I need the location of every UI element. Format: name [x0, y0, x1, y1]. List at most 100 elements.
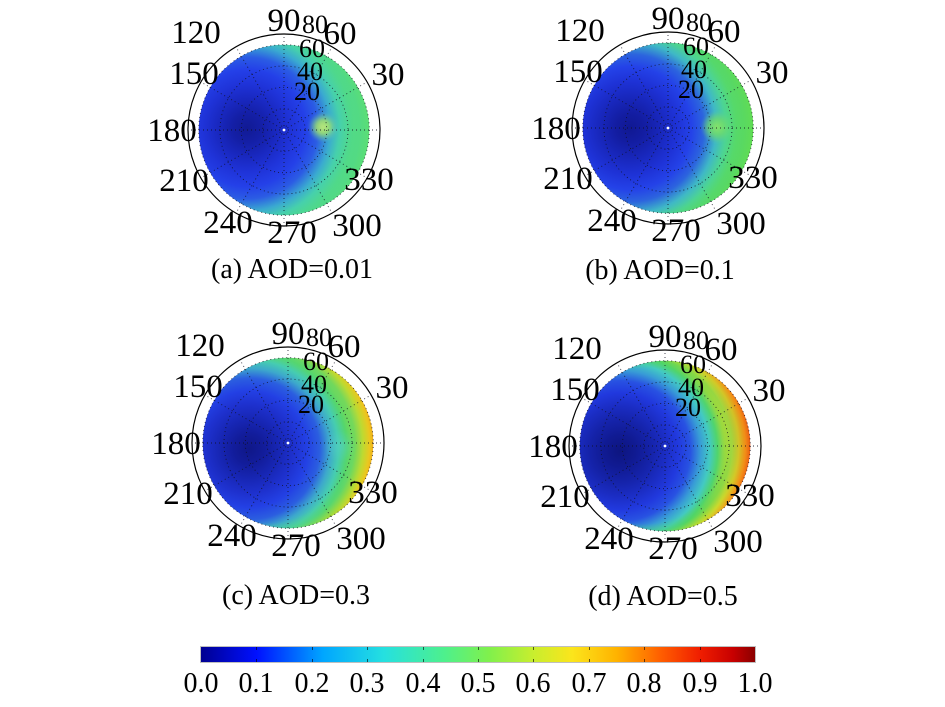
zenith-label-80: 80	[686, 8, 712, 37]
zenith-label-60: 60	[683, 32, 709, 61]
azimuth-label-60: 60	[708, 14, 741, 50]
azimuth-label-30: 30	[756, 55, 789, 91]
azimuth-label-30: 30	[372, 57, 405, 93]
zenith-label-20: 20	[675, 393, 701, 422]
polar-plot-d: 30 60 90 120 150 180 210 240 270 300 330…	[528, 319, 786, 567]
azimuth-label-210: 210	[543, 161, 593, 197]
center-dot	[666, 126, 670, 130]
zenith-label-60: 60	[303, 347, 329, 376]
azimuth-label-210: 210	[540, 479, 590, 515]
colorbar-label-0.0: 0.0	[183, 668, 219, 699]
azimuth-label-30: 30	[753, 373, 786, 409]
colorbar-tick	[644, 647, 646, 650]
azimuth-label-180: 180	[531, 111, 581, 147]
colorbar-label-0.3: 0.3	[349, 668, 385, 699]
colorbar-tick	[478, 647, 479, 650]
azimuth-label-210: 210	[159, 163, 209, 199]
azimuth-label-240: 240	[584, 521, 634, 557]
azimuth-label-210: 210	[163, 476, 213, 512]
colorbar-tick	[478, 659, 479, 662]
zenith-tick-labels: 20 40 60 80	[675, 326, 709, 422]
azimuth-label-270: 270	[267, 215, 317, 251]
polar-grid	[188, 34, 380, 226]
zenith-label-20: 20	[678, 75, 704, 104]
caption-plot-d: (d) AOD=0.5	[588, 581, 738, 612]
azimuth-label-30: 30	[376, 370, 409, 406]
azimuth-label-90: 90	[268, 3, 301, 39]
azimuth-label-300: 300	[716, 206, 766, 242]
azimuth-label-270: 270	[651, 213, 701, 249]
outer-axis-circle	[191, 346, 385, 540]
azimuth-tick-labels: 30 60 90 120 150 180 210 240 270 300 330	[147, 3, 404, 251]
colorbar-tick	[533, 647, 535, 650]
colorbar-label-0.7: 0.7	[571, 668, 607, 699]
colorbar-label-0.4: 0.4	[405, 668, 441, 699]
zenith-label-80: 80	[306, 323, 332, 352]
zenith-label-60: 60	[299, 34, 325, 63]
zenith-label-40: 40	[678, 373, 704, 402]
azimuth-label-180: 180	[151, 426, 201, 462]
caption-plot-a: (a) AOD=0.01	[211, 254, 373, 285]
azimuth-label-120: 120	[555, 13, 605, 49]
colorbar-tick	[533, 659, 535, 662]
zenith-label-60: 60	[680, 350, 706, 379]
azimuth-label-90: 90	[649, 319, 682, 355]
azimuth-label-270: 270	[648, 531, 698, 567]
colorbar-tick	[311, 647, 313, 650]
azimuth-label-90: 90	[652, 1, 685, 37]
polar-grid	[572, 32, 764, 224]
zenith-label-20: 20	[294, 77, 320, 106]
colorbar-label-0.5: 0.5	[460, 668, 496, 699]
azimuth-label-120: 120	[175, 328, 225, 364]
colorbar-label-0.1: 0.1	[238, 668, 274, 699]
azimuth-label-60: 60	[324, 16, 357, 52]
polar-plot-a: 30 60 90 120 150 180 210 240 270 300 330…	[147, 3, 404, 251]
azimuth-label-90: 90	[272, 316, 305, 352]
center-dot	[663, 444, 667, 448]
colorbar-tick	[699, 659, 701, 662]
azimuth-label-240: 240	[587, 203, 637, 239]
azimuth-label-180: 180	[147, 113, 197, 149]
sun-glint-spot	[324, 430, 356, 462]
azimuth-label-270: 270	[271, 528, 321, 564]
outer-axis-circle	[571, 31, 765, 225]
outer-axis-circle	[187, 33, 381, 227]
azimuth-label-330: 330	[725, 478, 775, 514]
colorbar-tick	[256, 659, 258, 662]
azimuth-label-300: 300	[713, 524, 763, 560]
colorbar-tick	[588, 659, 590, 662]
zenith-label-80: 80	[683, 326, 709, 355]
azimuth-label-240: 240	[207, 518, 257, 554]
colorbar-label-0.8: 0.8	[626, 668, 662, 699]
colorbar-tick	[422, 647, 424, 650]
azimuth-label-300: 300	[332, 208, 382, 244]
azimuth-label-150: 150	[550, 372, 600, 408]
azimuth-label-60: 60	[705, 332, 738, 368]
jet-colorbar	[200, 646, 756, 663]
azimuth-label-150: 150	[553, 54, 603, 90]
polar-grid	[192, 347, 384, 539]
azimuth-label-240: 240	[203, 205, 253, 241]
colorbar-label-0.9: 0.9	[682, 668, 718, 699]
sun-glint-spot	[700, 110, 734, 144]
zenith-label-40: 40	[301, 370, 327, 399]
colorbar-label-0.2: 0.2	[294, 668, 330, 699]
zenith-label-20: 20	[298, 390, 324, 419]
colorbar-tick	[422, 659, 424, 662]
polar-plot-b: 30 60 90 120 150 180 210 240 270 300 330…	[531, 1, 789, 249]
colorbar-tick	[699, 647, 701, 650]
zenith-tick-labels: 20 40 60 80	[678, 8, 712, 104]
colorbar-tick	[311, 659, 313, 662]
zenith-label-80: 80	[302, 10, 328, 39]
center-dot	[282, 128, 286, 132]
azimuth-label-120: 120	[552, 331, 602, 367]
caption-plot-c: (c) AOD=0.3	[222, 580, 370, 611]
azimuth-label-150: 150	[169, 56, 219, 92]
azimuth-tick-labels: 30 60 90 120 150 180 210 240 270 300 330	[151, 316, 408, 564]
colorbar-label-1.0: 1.0	[737, 668, 773, 699]
colorbar-tick	[256, 647, 258, 650]
colorbar-label-0.6: 0.6	[515, 668, 551, 699]
colorbar-tick	[588, 647, 590, 650]
azimuth-label-150: 150	[173, 369, 223, 405]
